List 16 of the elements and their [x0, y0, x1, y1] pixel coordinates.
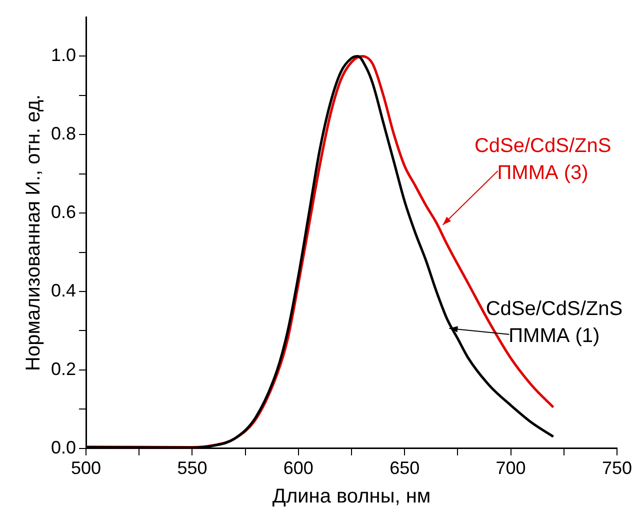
y-tick-label: 0.6 — [50, 202, 76, 222]
annotation: CdSe/CdS/ZnS ПММА (1) — [484, 297, 624, 350]
x-axis-title: Длина волны, нм — [272, 486, 431, 508]
x-tick-label: 700 — [496, 458, 526, 478]
y-tick-label: 0.4 — [50, 280, 76, 300]
x-tick-label: 650 — [390, 458, 420, 478]
x-tick-label: 500 — [71, 458, 102, 478]
y-tick-label: 0.8 — [50, 124, 76, 144]
y-tick-label: 0.0 — [50, 437, 76, 458]
y-tick-label: 0.2 — [50, 358, 76, 379]
x-tick-label: 600 — [283, 458, 314, 478]
y-tick-label: 1.0 — [50, 45, 76, 66]
annotation: CdSe/CdS/ZnS ПММА (3) — [473, 134, 612, 186]
x-tick-label: 550 — [177, 458, 208, 478]
x-tick-label: 750 — [602, 458, 632, 478]
y-axis-title: Нормализованная И., отн. ед. — [22, 94, 45, 371]
